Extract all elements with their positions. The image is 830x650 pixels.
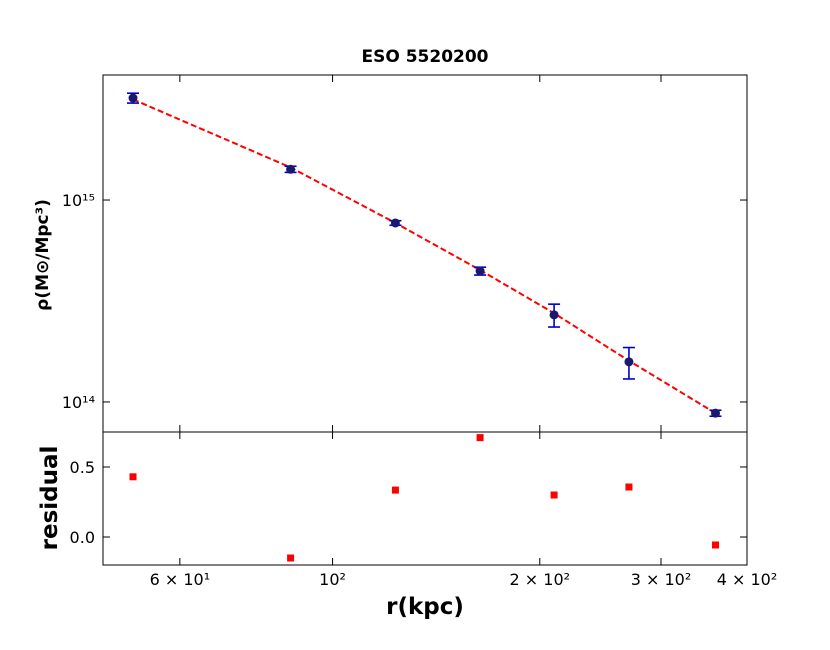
residual-point [712, 541, 720, 549]
y-tick-label: 0.0 [70, 528, 95, 547]
data-point [549, 310, 559, 320]
x-tick-label: 6 × 10¹ [150, 570, 211, 589]
data-point [711, 408, 721, 418]
data-point [128, 93, 138, 103]
y-tick-label: 10¹⁵ [62, 191, 95, 210]
y-tick-label: 10¹⁴ [62, 393, 95, 412]
y-axis-label: ρ(M⊙/Mpc³) [33, 199, 53, 311]
residual-point [476, 434, 484, 442]
residual-point [550, 491, 558, 499]
residual-point [129, 473, 137, 481]
data-point [286, 164, 296, 174]
y-tick-label: 0.5 [70, 458, 95, 477]
y-axis-label: residual [37, 446, 63, 551]
x-tick-label: 2 × 10² [510, 570, 571, 589]
x-tick-label: 10² [319, 570, 346, 589]
x-tick-label: 4 × 10² [717, 570, 778, 589]
residual-point [391, 486, 399, 494]
x-axis-label: r(kpc) [386, 594, 464, 620]
data-point [624, 357, 634, 367]
data-point [390, 218, 400, 228]
chart-title: ESO 5520200 [361, 47, 488, 67]
residual-point [625, 483, 633, 491]
residual-point [287, 554, 295, 562]
plot-frame [102, 431, 748, 566]
x-tick-label: 3 × 10² [631, 570, 692, 589]
data-point [475, 266, 485, 276]
